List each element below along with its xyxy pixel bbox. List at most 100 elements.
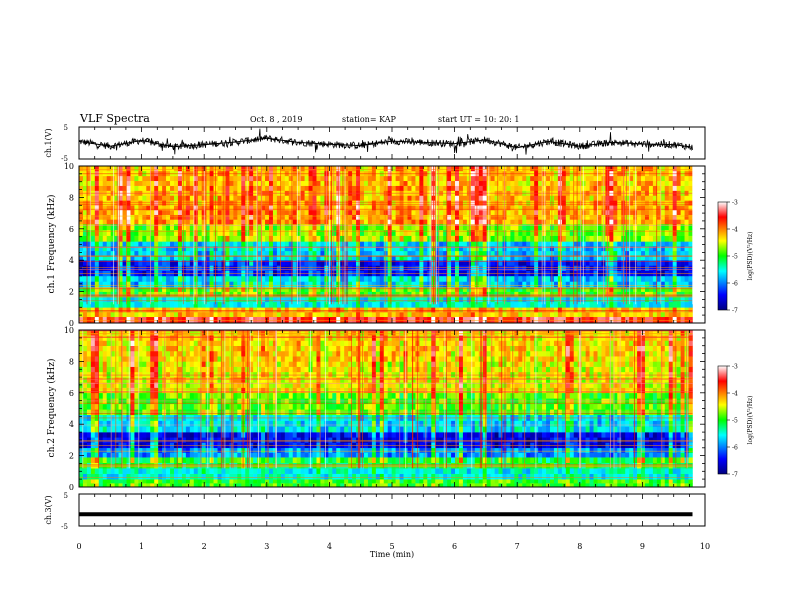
spectrogram-1-cell xyxy=(110,286,115,292)
spectrogram-1-cell xyxy=(201,229,206,236)
spectrogram-1-cell xyxy=(641,224,646,231)
spectrogram-1-cell xyxy=(300,205,305,211)
spectrogram-1-cell xyxy=(423,229,428,236)
spectrogram-1-cell xyxy=(142,229,147,236)
spectrogram-1-cell xyxy=(86,219,92,225)
spectrogram-1-cell xyxy=(526,265,531,271)
spectrogram-1-cell xyxy=(86,209,92,215)
spectrogram-1-cell xyxy=(324,301,329,308)
ch1-waveform-panel: 5 -5 ch.1(V) xyxy=(44,124,706,163)
spectrogram-1-cell xyxy=(363,286,369,292)
spectrogram-1-cell xyxy=(652,214,658,220)
spectrogram-1-cell xyxy=(261,286,266,292)
spectrogram-1-cell xyxy=(474,307,480,313)
spectrogram-1-cell xyxy=(225,291,230,297)
spectrogram-1-cell xyxy=(79,291,84,297)
spectrogram-1-cell xyxy=(363,241,369,247)
spectrogram-1-cell xyxy=(253,281,258,288)
spectrogram-1-cell xyxy=(557,281,563,288)
spectrogram-1-cell xyxy=(387,166,392,172)
spectrogram-1-cell xyxy=(668,265,673,271)
spectrogram-1-cell xyxy=(379,286,385,292)
spectrogram-1-cell xyxy=(633,281,638,288)
spectrogram-1-cell xyxy=(625,241,630,247)
spectrogram-1-cell xyxy=(522,286,527,292)
spectrogram-1-cell xyxy=(656,235,662,242)
spectrogram-1-cell xyxy=(371,260,377,266)
spectrogram-1-cell xyxy=(625,307,630,313)
spectrogram-1-cell xyxy=(656,265,662,271)
spectrogram-1-cell xyxy=(352,250,357,256)
spectrogram-1-cell xyxy=(375,241,381,247)
spectrogram-1-cell xyxy=(296,265,301,271)
spectrogram-1-cell xyxy=(641,209,646,215)
spectrogram-1-cell xyxy=(118,275,123,282)
spectrogram-1-cell xyxy=(435,241,440,247)
spectrogram-1-cell xyxy=(577,235,582,242)
spectrogram-1-cell xyxy=(569,235,575,242)
spectrogram-1-cell xyxy=(625,200,630,206)
spectrogram-1-cell xyxy=(162,219,167,225)
spectrogram-1-cell xyxy=(633,241,638,247)
spectrogram-1-cell xyxy=(201,241,206,247)
spectrogram-1-cell xyxy=(371,205,377,211)
spectrogram-1-cell xyxy=(589,296,594,303)
spectrogram-1-cell xyxy=(538,291,543,297)
spectrogram-1-cell xyxy=(387,209,392,215)
spectrogram-1-cell xyxy=(134,235,139,242)
spectrogram-1-cell xyxy=(367,205,373,211)
spectrogram-1-cell xyxy=(561,205,567,211)
spectrogram-1-cell xyxy=(411,205,416,211)
spectrogram-1-cell xyxy=(490,241,495,247)
spectrogram-1-cell xyxy=(177,180,183,186)
spectrogram-1-cell xyxy=(514,209,519,215)
spectrogram-1-cell xyxy=(265,219,270,225)
spectrogram-1-cell xyxy=(221,224,226,231)
spectrogram-1-cell xyxy=(518,214,523,220)
spectrogram-1-cell xyxy=(102,219,108,225)
spectrogram-1-cell xyxy=(213,312,218,318)
spectrogram-1-cell xyxy=(94,185,100,191)
spectrogram-1-cell xyxy=(672,200,677,206)
spectrogram-1-cell xyxy=(399,296,404,303)
spectrogram-1-cell xyxy=(360,185,365,191)
spectrogram-1-cell xyxy=(379,209,385,215)
spectrogram-1-cell xyxy=(233,185,238,191)
spectrogram-1-cell xyxy=(166,219,171,225)
spectrogram-1-cell xyxy=(443,195,448,201)
spectrogram-1-cell xyxy=(257,255,262,261)
spectrogram-1-cell xyxy=(82,241,88,247)
spectrogram-1-cell xyxy=(470,219,476,225)
spectrogram-1-cell xyxy=(589,224,594,231)
spectrogram-1-cell xyxy=(447,265,452,271)
spectrogram-1-cell xyxy=(447,214,452,220)
spectrogram-1-cell xyxy=(193,312,199,318)
spectrogram-1-cell xyxy=(296,281,301,288)
spectrogram-1-cell xyxy=(367,214,373,220)
spectrogram-1-cell xyxy=(411,307,416,313)
spectrogram-1-cell xyxy=(633,307,638,313)
spectrogram-1-cell xyxy=(106,281,111,288)
spectrogram-1-cell xyxy=(423,307,428,313)
spectrogram-1-cell xyxy=(371,255,377,261)
spectrogram-1-cell xyxy=(217,224,222,231)
spectrogram-1-cell xyxy=(439,166,444,172)
spectrogram-1-cell xyxy=(474,301,480,308)
spectrogram-1-cell xyxy=(146,265,151,271)
spectrogram-1-cell xyxy=(205,219,210,225)
spectrogram-1-cell xyxy=(557,219,563,225)
spectrogram-1-cell xyxy=(637,255,642,261)
spectrogram-1-cell xyxy=(241,224,246,231)
spectrogram-1-cell xyxy=(229,205,234,211)
spectrogram-1-cell xyxy=(265,214,270,220)
spectrogram-1-cell xyxy=(312,250,317,256)
spectrogram-1-cell xyxy=(225,296,230,303)
spectrogram-1-cell xyxy=(221,250,226,256)
spectrogram-1-cell xyxy=(340,229,345,236)
spectrogram-1-cell xyxy=(439,250,444,256)
spectrogram-1-cell xyxy=(229,166,234,172)
spectrogram-1-cell xyxy=(197,166,202,172)
spectrogram-1-cell xyxy=(150,229,155,236)
spectrogram-1-cell xyxy=(367,241,373,247)
spectrogram-1-cell xyxy=(411,286,416,292)
